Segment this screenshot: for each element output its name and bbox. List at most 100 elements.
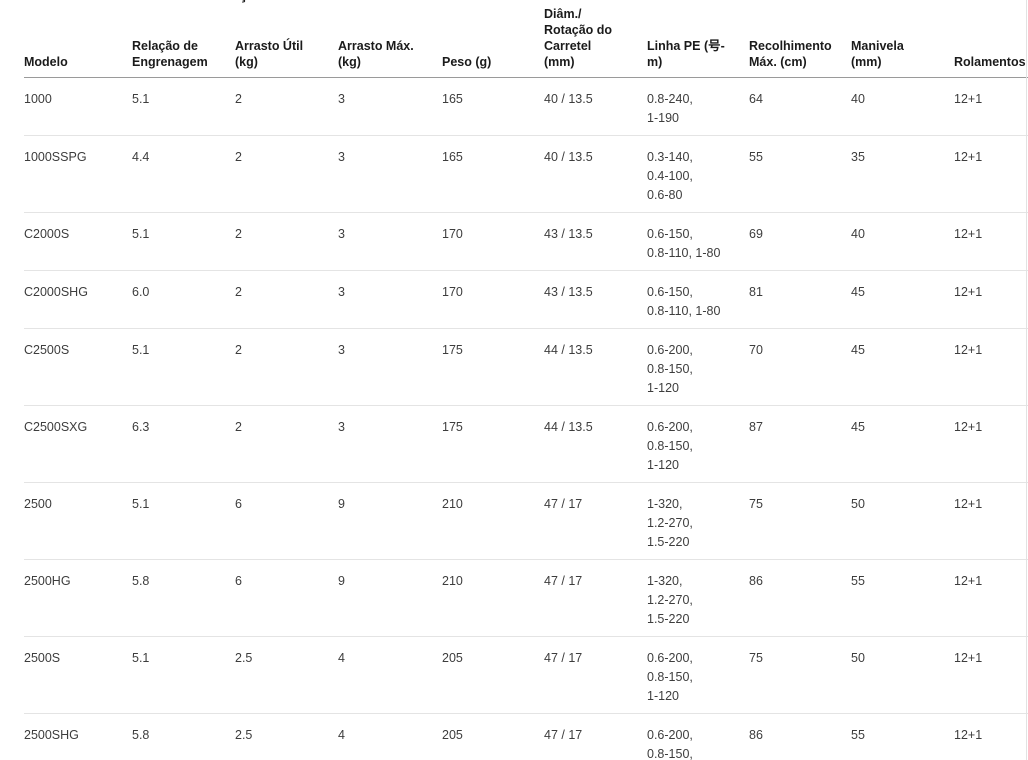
cell-peso: 205 — [442, 636, 544, 714]
cell-manivela: 45 — [851, 270, 954, 329]
cell-modelo: 1000 — [24, 77, 132, 136]
header-row: Modelo Relação de Engrenagem Arrasto Útil … — [24, 0, 1028, 78]
cell-rolamentos: 12+1 — [954, 713, 1028, 760]
cell-arrasto_util: 2 — [235, 77, 338, 136]
cropped-heading-fragment: ç — [239, 0, 253, 6]
cell-recolhimento: 64 — [749, 77, 851, 136]
right-edge-divider — [1026, 0, 1027, 760]
cell-linha_pe: 0.6-150, 0.8-110, 1-80 — [647, 270, 749, 329]
column-header-linha_pe: Linha PE (号- m) — [647, 0, 749, 78]
cell-peso: 165 — [442, 135, 544, 213]
column-header-relacao_engrenagem: Relação de Engrenagem — [132, 0, 235, 78]
cell-diam_rotacao: 44 / 13.5 — [544, 328, 647, 406]
cell-arrasto_max: 9 — [338, 482, 442, 560]
table-row: 2500HG 5.8 6 9 210 47 / 17 1-320, 1.2-270, 1.5… — [24, 559, 1028, 637]
cell-manivela: 50 — [851, 482, 954, 560]
cell-rolamentos: 12+1 — [954, 135, 1028, 213]
table-row: 1000SSPG 4.4 2 3 165 40 / 13.5 0.3-140, 0.4-10… — [24, 135, 1028, 213]
cell-rolamentos: 12+1 — [954, 270, 1028, 329]
cell-linha_pe: 0.6-150, 0.8-110, 1-80 — [647, 212, 749, 271]
cell-modelo: C2500SXG — [24, 405, 132, 483]
cell-arrasto_util: 6 — [235, 482, 338, 560]
column-header-arrasto_max: Arrasto Máx. (kg) — [338, 0, 442, 78]
cell-arrasto_util: 2 — [235, 212, 338, 271]
cell-relacao_engrenagem: 5.1 — [132, 212, 235, 271]
column-header-manivela: Manivela (mm) — [851, 0, 954, 78]
cell-manivela: 35 — [851, 135, 954, 213]
cell-peso: 210 — [442, 559, 544, 637]
cell-linha_pe: 0.3-140, 0.4-100, 0.6-80 — [647, 135, 749, 213]
cell-recolhimento: 69 — [749, 212, 851, 271]
cell-diam_rotacao: 43 / 13.5 — [544, 212, 647, 271]
cell-relacao_engrenagem: 6.0 — [132, 270, 235, 329]
table-row: C2000SHG 6.0 2 3 170 43 / 13.5 0.6-150, 0.8-11… — [24, 270, 1028, 329]
column-header-arrasto_util: Arrasto Útil (kg) — [235, 0, 338, 78]
table-row: 2500SHG 5.8 2.5 4 205 47 / 17 0.6-200, 0.8-150… — [24, 713, 1028, 760]
cell-modelo: 2500 — [24, 482, 132, 560]
cell-arrasto_max: 3 — [338, 270, 442, 329]
cell-linha_pe: 1-320, 1.2-270, 1.5-220 — [647, 482, 749, 560]
cell-modelo: 1000SSPG — [24, 135, 132, 213]
table-row: C2000S 5.1 2 3 170 43 / 13.5 0.6-150, 0.8-110,… — [24, 212, 1028, 271]
table-row: 2500 5.1 6 9 210 47 / 17 1-320, 1.2-270, 1.5-2… — [24, 482, 1028, 560]
cell-recolhimento: 86 — [749, 713, 851, 760]
cell-modelo: C2500S — [24, 328, 132, 406]
cell-diam_rotacao: 44 / 13.5 — [544, 405, 647, 483]
table-body: 1000 5.1 2 3 165 40 / 13.5 0.8-240, 1-190 64 40 1… — [24, 77, 1028, 760]
column-header-diam_rotacao: Diâm./ Rotação do Carretel (mm) — [544, 0, 647, 78]
cell-diam_rotacao: 40 / 13.5 — [544, 77, 647, 136]
cell-manivela: 50 — [851, 636, 954, 714]
cell-manivela: 55 — [851, 559, 954, 637]
cell-manivela: 45 — [851, 405, 954, 483]
cell-arrasto_util: 2.5 — [235, 636, 338, 714]
cell-arrasto_util: 2 — [235, 270, 338, 329]
cell-linha_pe: 0.6-200, 0.8-150, 1-120 — [647, 713, 749, 760]
cell-recolhimento: 75 — [749, 482, 851, 560]
cell-relacao_engrenagem: 5.1 — [132, 77, 235, 136]
cell-rolamentos: 12+1 — [954, 405, 1028, 483]
cell-arrasto_util: 6 — [235, 559, 338, 637]
cell-relacao_engrenagem: 5.1 — [132, 482, 235, 560]
cell-relacao_engrenagem: 4.4 — [132, 135, 235, 213]
cell-rolamentos: 12+1 — [954, 77, 1028, 136]
cell-diam_rotacao: 40 / 13.5 — [544, 135, 647, 213]
column-header-recolhimento: Recolhimento Máx. (cm) — [749, 0, 851, 78]
column-header-modelo: Modelo — [24, 0, 132, 78]
cell-peso: 175 — [442, 405, 544, 483]
column-header-rolamentos: Rolamentos — [954, 0, 1028, 78]
cell-manivela: 45 — [851, 328, 954, 406]
cell-linha_pe: 0.6-200, 0.8-150, 1-120 — [647, 636, 749, 714]
cell-manivela: 40 — [851, 212, 954, 271]
cell-arrasto_util: 2 — [235, 328, 338, 406]
cell-linha_pe: 1-320, 1.2-270, 1.5-220 — [647, 559, 749, 637]
cell-modelo: C2000SHG — [24, 270, 132, 329]
cell-arrasto_util: 2.5 — [235, 713, 338, 760]
cell-arrasto_max: 4 — [338, 636, 442, 714]
cell-linha_pe: 0.6-200, 0.8-150, 1-120 — [647, 405, 749, 483]
cell-peso: 165 — [442, 77, 544, 136]
cell-relacao_engrenagem: 5.1 — [132, 636, 235, 714]
cell-recolhimento: 55 — [749, 135, 851, 213]
cell-arrasto_max: 3 — [338, 328, 442, 406]
cell-arrasto_max: 3 — [338, 77, 442, 136]
cell-linha_pe: 0.8-240, 1-190 — [647, 77, 749, 136]
cell-relacao_engrenagem: 5.8 — [132, 713, 235, 760]
table-row: 2500S 5.1 2.5 4 205 47 / 17 0.6-200, 0.8-150, … — [24, 636, 1028, 714]
cell-rolamentos: 12+1 — [954, 328, 1028, 406]
cell-arrasto_max: 3 — [338, 135, 442, 213]
cell-peso: 175 — [442, 328, 544, 406]
cell-modelo: 2500SHG — [24, 713, 132, 760]
cell-peso: 170 — [442, 212, 544, 271]
column-header-peso: Peso (g) — [442, 0, 544, 78]
cell-arrasto_max: 4 — [338, 713, 442, 760]
cell-diam_rotacao: 47 / 17 — [544, 559, 647, 637]
cell-rolamentos: 12+1 — [954, 636, 1028, 714]
cell-modelo: 2500HG — [24, 559, 132, 637]
cell-diam_rotacao: 47 / 17 — [544, 482, 647, 560]
cell-recolhimento: 70 — [749, 328, 851, 406]
cell-diam_rotacao: 47 / 17 — [544, 636, 647, 714]
table-row: C2500SXG 6.3 2 3 175 44 / 13.5 0.6-200, 0.8-15… — [24, 405, 1028, 483]
cell-recolhimento: 81 — [749, 270, 851, 329]
cell-diam_rotacao: 43 / 13.5 — [544, 270, 647, 329]
table-row: 1000 5.1 2 3 165 40 / 13.5 0.8-240, 1-190 64 40 1… — [24, 77, 1028, 136]
